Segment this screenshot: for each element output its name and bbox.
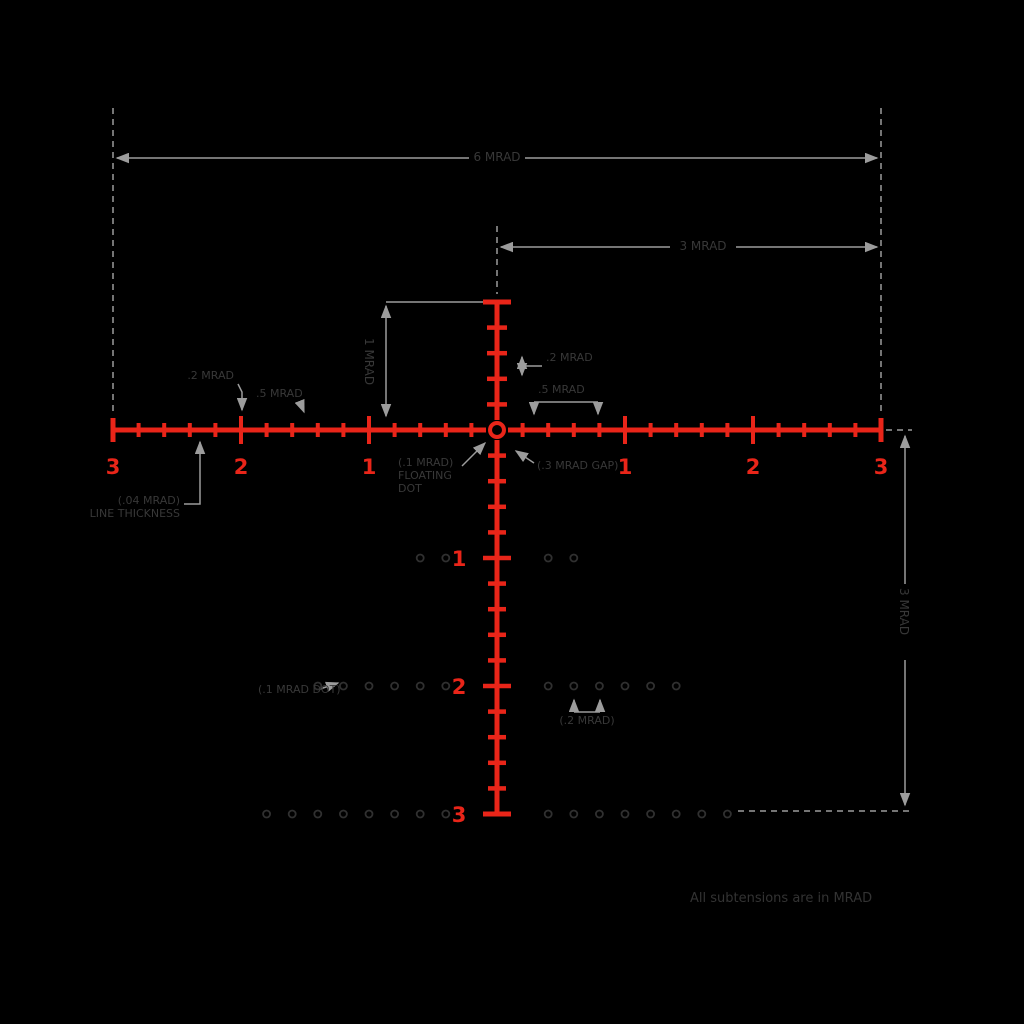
svg-text:1: 1 [618,455,633,479]
line-thickness-text: LINE THICKNESS [89,507,180,520]
leader-center-dot [461,441,487,467]
right-height-label: 3 MRAD [897,588,911,636]
leader-gap [514,450,535,464]
leader-row2-dot [319,681,340,692]
callout-tick-05-left: .5 MRAD [256,387,303,400]
svg-text:2: 2 [452,675,467,699]
svg-text:2: 2 [746,455,761,479]
svg-text:2: 2 [234,455,249,479]
svg-text:3: 3 [452,803,467,827]
line-thickness-value: (.04 MRAD) [117,494,180,507]
half-width-label: 3 MRAD [679,239,727,253]
leader-tick02-left [236,383,248,412]
callout-gap: (.3 MRAD GAP) [537,459,619,472]
callout-tick-02-vertical: .2 MRAD [546,351,593,364]
svg-text:3: 3 [874,455,889,479]
reticle-crosshair [110,299,884,817]
svg-text:1: 1 [362,455,377,479]
callout-row2-spacing: (.2 MRAD) [559,714,615,727]
callout-line-thickness: (.04 MRAD) LINE THICKNESS [70,494,180,520]
top-width-label: 6 MRAD [473,150,521,164]
callout-row2-dot: (.1 MRAD DOT) [258,683,341,696]
callout-center-dot: (.1 MRAD) FLOATING DOT [398,456,453,495]
post-height-label: 1 MRAD [362,338,376,386]
dimension-lines [112,108,912,812]
callout-tick-02-left: .2 MRAD [187,369,234,382]
center-dot-text-2: DOT [398,482,422,495]
center-dot-text-1: FLOATING [398,469,452,482]
center-dot-value: (.1 MRAD) [398,456,454,469]
svg-text:3: 3 [106,455,121,479]
svg-text:1: 1 [452,547,467,571]
leader-line-thickness [184,440,206,505]
mil-numbers: 3 2 1 1 2 3 1 2 3 [106,455,889,827]
leader-tick05-left [294,398,305,414]
callout-tick-05-horizontal: .5 MRAD [538,383,585,396]
footer-note: All subtensions are in MRAD [690,891,873,906]
holdover-dot-rows [262,553,732,819]
